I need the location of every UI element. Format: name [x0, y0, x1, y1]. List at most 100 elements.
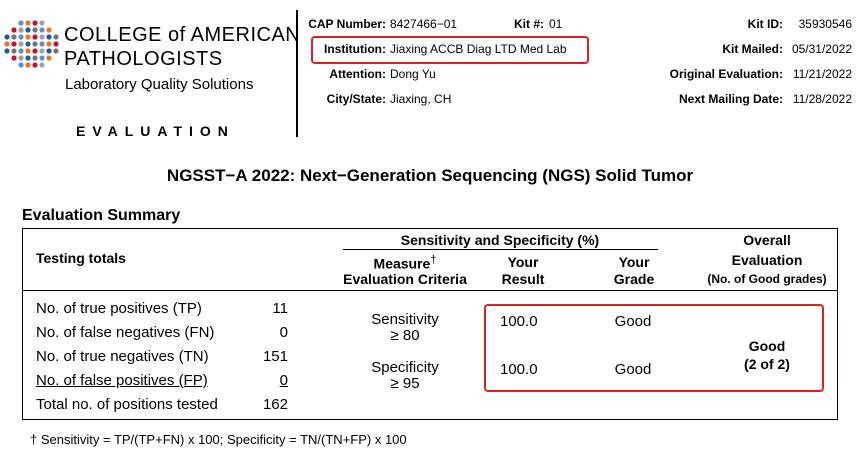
- field-label: Next Mailing Date:: [678, 92, 783, 106]
- logo-dots: [4, 20, 59, 68]
- field-label: CAP Number:: [308, 17, 386, 31]
- divider: [296, 10, 298, 137]
- field-value: Dong Yu: [390, 67, 436, 81]
- footnote: † Sensitivity = TP/(TP+FN) x 100; Specif…: [30, 432, 407, 447]
- column-header: Your: [507, 254, 539, 270]
- group-header: Sensitivity and Specificity (%): [400, 232, 600, 248]
- row-label: No. of true positives (TP): [36, 300, 202, 317]
- logo-dot: [25, 48, 31, 54]
- logo-dot: [46, 55, 52, 61]
- logo-dot: [32, 20, 38, 26]
- field-value: 05/31/2022: [791, 42, 852, 56]
- logo-dot: [32, 48, 38, 54]
- measure-name: Specificity: [371, 359, 439, 376]
- field-value: 35930546: [798, 17, 852, 31]
- logo-dot: [32, 55, 38, 61]
- logo-dot: [25, 20, 31, 26]
- column-header: Overall: [743, 232, 791, 248]
- logo-dot: [18, 34, 24, 40]
- field-value: Jiaxing, CH: [390, 92, 452, 106]
- field-value: Jiaxing ACCB Diag LTD Med Lab: [390, 42, 567, 56]
- result: 100.0: [500, 361, 538, 378]
- logo-dot: [11, 48, 17, 54]
- logo-dot: [39, 62, 45, 68]
- logo-dot: [4, 34, 10, 40]
- logo-dot: [11, 41, 17, 47]
- org-name: COLLEGE of AMERICAN: [64, 24, 301, 46]
- field-value: 8427466−01: [390, 17, 458, 31]
- field-label: Kit #:: [514, 17, 544, 31]
- result: 100.0: [500, 313, 538, 330]
- column-header: Evaluation Criteria: [343, 271, 467, 287]
- logo-dot: [4, 48, 10, 54]
- column-header: Measure: [373, 255, 431, 272]
- row-value: 162: [262, 396, 288, 413]
- section-heading: Evaluation Summary: [22, 207, 181, 224]
- title: NGSST−A 2022: Next−Generation Sequencing…: [166, 166, 694, 185]
- row-value: 151: [262, 348, 288, 365]
- logo-dot: [39, 27, 45, 33]
- logo-dot: [39, 20, 45, 26]
- org-name: PATHOLOGISTS: [64, 48, 223, 70]
- field-label: Attention:: [329, 67, 386, 81]
- field-label: Kit ID:: [747, 17, 783, 31]
- column-header: Testing totals: [36, 250, 126, 266]
- logo-dot: [32, 62, 38, 68]
- logo-dot: [25, 41, 31, 47]
- logo-dot: [4, 41, 10, 47]
- logo-dot: [46, 34, 52, 40]
- row-value: 0: [279, 372, 288, 389]
- row-value: 11: [272, 300, 288, 317]
- logo-dot: [11, 27, 17, 33]
- logo-dot: [11, 34, 17, 40]
- row-value: 0: [279, 324, 288, 341]
- row-label: No. of true negatives (TN): [36, 348, 209, 365]
- logo-dot: [39, 34, 45, 40]
- logo-dot: [39, 55, 45, 61]
- field-value: 01: [549, 17, 563, 31]
- field-label: City/State:: [326, 92, 386, 106]
- measure-name: Sensitivity: [371, 311, 439, 328]
- logo-dot: [11, 55, 17, 61]
- logo-dot: [32, 27, 38, 33]
- logo-dot: [53, 34, 59, 40]
- criteria: ≥ 95: [390, 375, 420, 392]
- column-header: Result: [501, 271, 545, 287]
- highlight-box: [484, 304, 824, 392]
- column-header: Grade: [613, 271, 655, 287]
- logo-dot: [18, 20, 24, 26]
- section-label: EVALUATION: [76, 123, 235, 139]
- logo-dot: [18, 48, 24, 54]
- logo-dot: [18, 62, 24, 68]
- row-label: No. of false positives (FP): [36, 372, 208, 389]
- grade: Good: [614, 313, 652, 330]
- logo-dot: [46, 27, 52, 33]
- column-header: (No. of Good grades): [707, 272, 827, 286]
- logo-dot: [39, 41, 45, 47]
- column-header: Evaluation: [731, 252, 803, 268]
- dagger: †: [430, 254, 437, 266]
- row-label: No. of false negatives (FN): [36, 324, 215, 341]
- logo-dot: [25, 27, 31, 33]
- field-value: 11/28/2022: [792, 92, 852, 106]
- logo-dot: [25, 55, 31, 61]
- logo-dot: [25, 62, 31, 68]
- field-label: Institution:: [324, 42, 386, 56]
- row-label: Total no. of positions tested: [36, 396, 218, 413]
- overall-grade: Good: [748, 338, 786, 354]
- highlight-box: [311, 36, 589, 64]
- logo-dot: [18, 41, 24, 47]
- logo-dot: [18, 55, 24, 61]
- logo-dot: [46, 41, 52, 47]
- summary-table: [22, 228, 838, 420]
- column-header: Your: [618, 254, 650, 270]
- criteria: ≥ 80: [390, 327, 420, 344]
- header-rule: [22, 290, 837, 291]
- logo-dot: [32, 34, 38, 40]
- overall-count: (2 of 2): [744, 356, 790, 372]
- logo-dot: [39, 48, 45, 54]
- logo-dot: [53, 48, 59, 54]
- grade: Good: [614, 361, 652, 378]
- field-label: Original Evaluation:: [669, 67, 783, 81]
